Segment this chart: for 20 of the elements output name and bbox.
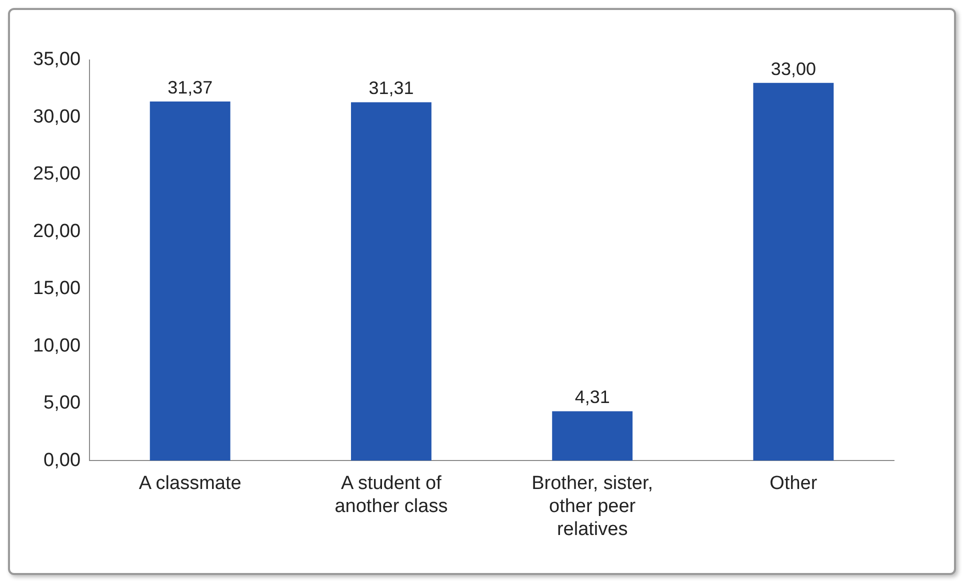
y-tick-label: 15,00 bbox=[33, 278, 81, 300]
data-label: 33,00 bbox=[770, 58, 816, 79]
bar bbox=[552, 411, 633, 461]
bar bbox=[150, 102, 230, 461]
bar bbox=[350, 102, 432, 461]
data-label: 4,31 bbox=[574, 387, 610, 408]
y-tick-label: 25,00 bbox=[33, 164, 81, 185]
y-tick-label: 20,00 bbox=[33, 220, 81, 242]
data-label: 31,37 bbox=[168, 78, 213, 98]
data-label: 31,31 bbox=[368, 78, 414, 98]
y-tick-label: 10,00 bbox=[33, 335, 81, 356]
y-tick-label: 5,00 bbox=[44, 392, 81, 414]
x-tick-label: Brother, sister, other peer relatives bbox=[532, 473, 654, 540]
x-tick-label: A student of another class bbox=[334, 473, 448, 518]
y-tick-label: 30,00 bbox=[33, 106, 81, 128]
y-tick-label: 0,00 bbox=[44, 450, 81, 471]
bar bbox=[753, 82, 834, 461]
x-tick-label: Other bbox=[770, 473, 818, 494]
y-tick-label: 35,00 bbox=[33, 49, 81, 70]
x-tick-label: A classmate bbox=[138, 473, 242, 494]
